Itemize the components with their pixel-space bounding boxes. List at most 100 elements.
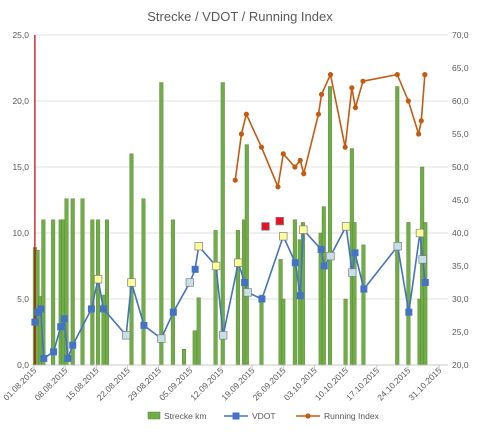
bar <box>96 219 101 366</box>
running-index-point <box>243 111 249 117</box>
highlight-markers <box>93 216 427 343</box>
right-tick-label: 65,0 <box>452 63 469 73</box>
running-index-point <box>394 72 400 78</box>
bar <box>192 330 197 366</box>
bar <box>80 198 85 366</box>
right-tick-label: 25,0 <box>452 327 469 337</box>
vdot-point <box>87 305 95 313</box>
highlight-marker-teal <box>157 334 166 343</box>
bar <box>281 298 286 366</box>
bar <box>235 230 240 366</box>
right-tick-label: 55,0 <box>452 129 469 139</box>
highlight-marker-yellow <box>415 228 425 238</box>
running-index-point <box>352 105 359 111</box>
highlight-marker-yellow <box>211 261 221 271</box>
vdot-point <box>50 348 58 356</box>
bar <box>395 86 400 366</box>
grid-lines <box>34 34 448 366</box>
left-tick-label: 5,0 <box>17 294 29 304</box>
bar <box>361 244 366 366</box>
highlight-marker-yellow <box>299 225 308 234</box>
highlight-marker-red <box>275 216 284 226</box>
running-index-point <box>301 171 307 177</box>
bar <box>321 206 326 366</box>
vdot-point <box>320 262 328 270</box>
running-index-point <box>418 118 424 124</box>
running-index-point <box>342 144 348 150</box>
running-index-point <box>292 164 298 170</box>
right-tick-label: 30,0 <box>452 294 469 304</box>
series-running-index <box>232 72 428 190</box>
vdot-point <box>421 279 429 286</box>
highlight-marker-teal <box>393 242 402 251</box>
right-tick-label: 60,0 <box>452 96 469 106</box>
right-tick-label: 40,0 <box>452 228 469 238</box>
bar <box>244 144 249 366</box>
vdot-point <box>40 354 48 362</box>
vdot-point <box>60 315 68 323</box>
running-index-point <box>422 72 428 78</box>
bar <box>170 219 175 366</box>
highlight-marker-yellow <box>93 275 103 284</box>
left-tick-label: 25,0 <box>12 30 29 40</box>
highlight-marker-teal <box>348 268 357 277</box>
vdot-point <box>317 246 325 253</box>
highlight-marker-teal <box>121 331 131 340</box>
running-index-point <box>275 184 281 190</box>
legend-label-vdot: VDOT <box>252 411 276 421</box>
legend-label-strecke: Strecke km <box>164 411 207 421</box>
vdot-point <box>241 279 249 286</box>
legend-swatch-running-index-marker <box>305 413 311 419</box>
bar <box>182 348 187 366</box>
running-index-point <box>258 144 265 150</box>
bar <box>51 219 56 366</box>
bar <box>292 219 297 366</box>
running-index-point <box>349 85 355 91</box>
right-tick-label: 35,0 <box>452 261 469 271</box>
right-tick-label: 70,0 <box>452 30 469 40</box>
highlight-marker-teal <box>418 255 427 264</box>
highlight-marker-yellow <box>194 242 203 251</box>
highlight-marker-yellow <box>341 222 351 231</box>
bar <box>90 219 95 366</box>
legend: Strecke km VDOT Running Index <box>147 411 380 421</box>
bar <box>196 297 201 366</box>
legend-swatch-vdot-marker <box>232 412 240 420</box>
bar <box>343 298 348 366</box>
highlight-marker-yellow <box>127 278 136 287</box>
running-index-point <box>297 157 303 163</box>
running-index-point <box>315 111 322 117</box>
right-tick-label: 50,0 <box>452 162 469 172</box>
highlight-marker-yellow <box>279 232 288 241</box>
vdot-point <box>37 305 45 313</box>
highlight-marker-teal <box>326 251 335 261</box>
left-tick-label: 15,0 <box>12 162 29 172</box>
running-index-point <box>405 98 411 104</box>
left-tick-label: 20,0 <box>12 96 29 106</box>
running-index-point <box>280 151 286 157</box>
legend-label-running-index: Running Index <box>324 411 380 421</box>
highlight-marker-teal <box>219 331 228 340</box>
running-index-point <box>232 177 238 183</box>
bar <box>213 230 218 366</box>
right-tick-label: 45,0 <box>452 195 469 205</box>
highlight-marker-teal <box>185 278 194 287</box>
vdot-point <box>360 285 368 293</box>
vdot-point <box>99 305 107 313</box>
bars-strecke <box>32 82 428 366</box>
x-tick-label: 31.10.2015 <box>406 365 443 402</box>
vdot-point <box>140 321 148 329</box>
left-tick-label: 0,0 <box>17 360 29 370</box>
vdot-point <box>69 341 77 349</box>
vdot-point <box>296 292 304 300</box>
vdot-point <box>405 308 413 316</box>
bar <box>259 294 264 366</box>
bar <box>352 222 357 366</box>
right-tick-label: 20,0 <box>452 360 469 370</box>
running-index-point <box>238 131 245 137</box>
chart-title: Strecke / VDOT / Running Index <box>147 9 333 24</box>
running-index-point <box>318 91 325 97</box>
bar <box>105 219 110 366</box>
